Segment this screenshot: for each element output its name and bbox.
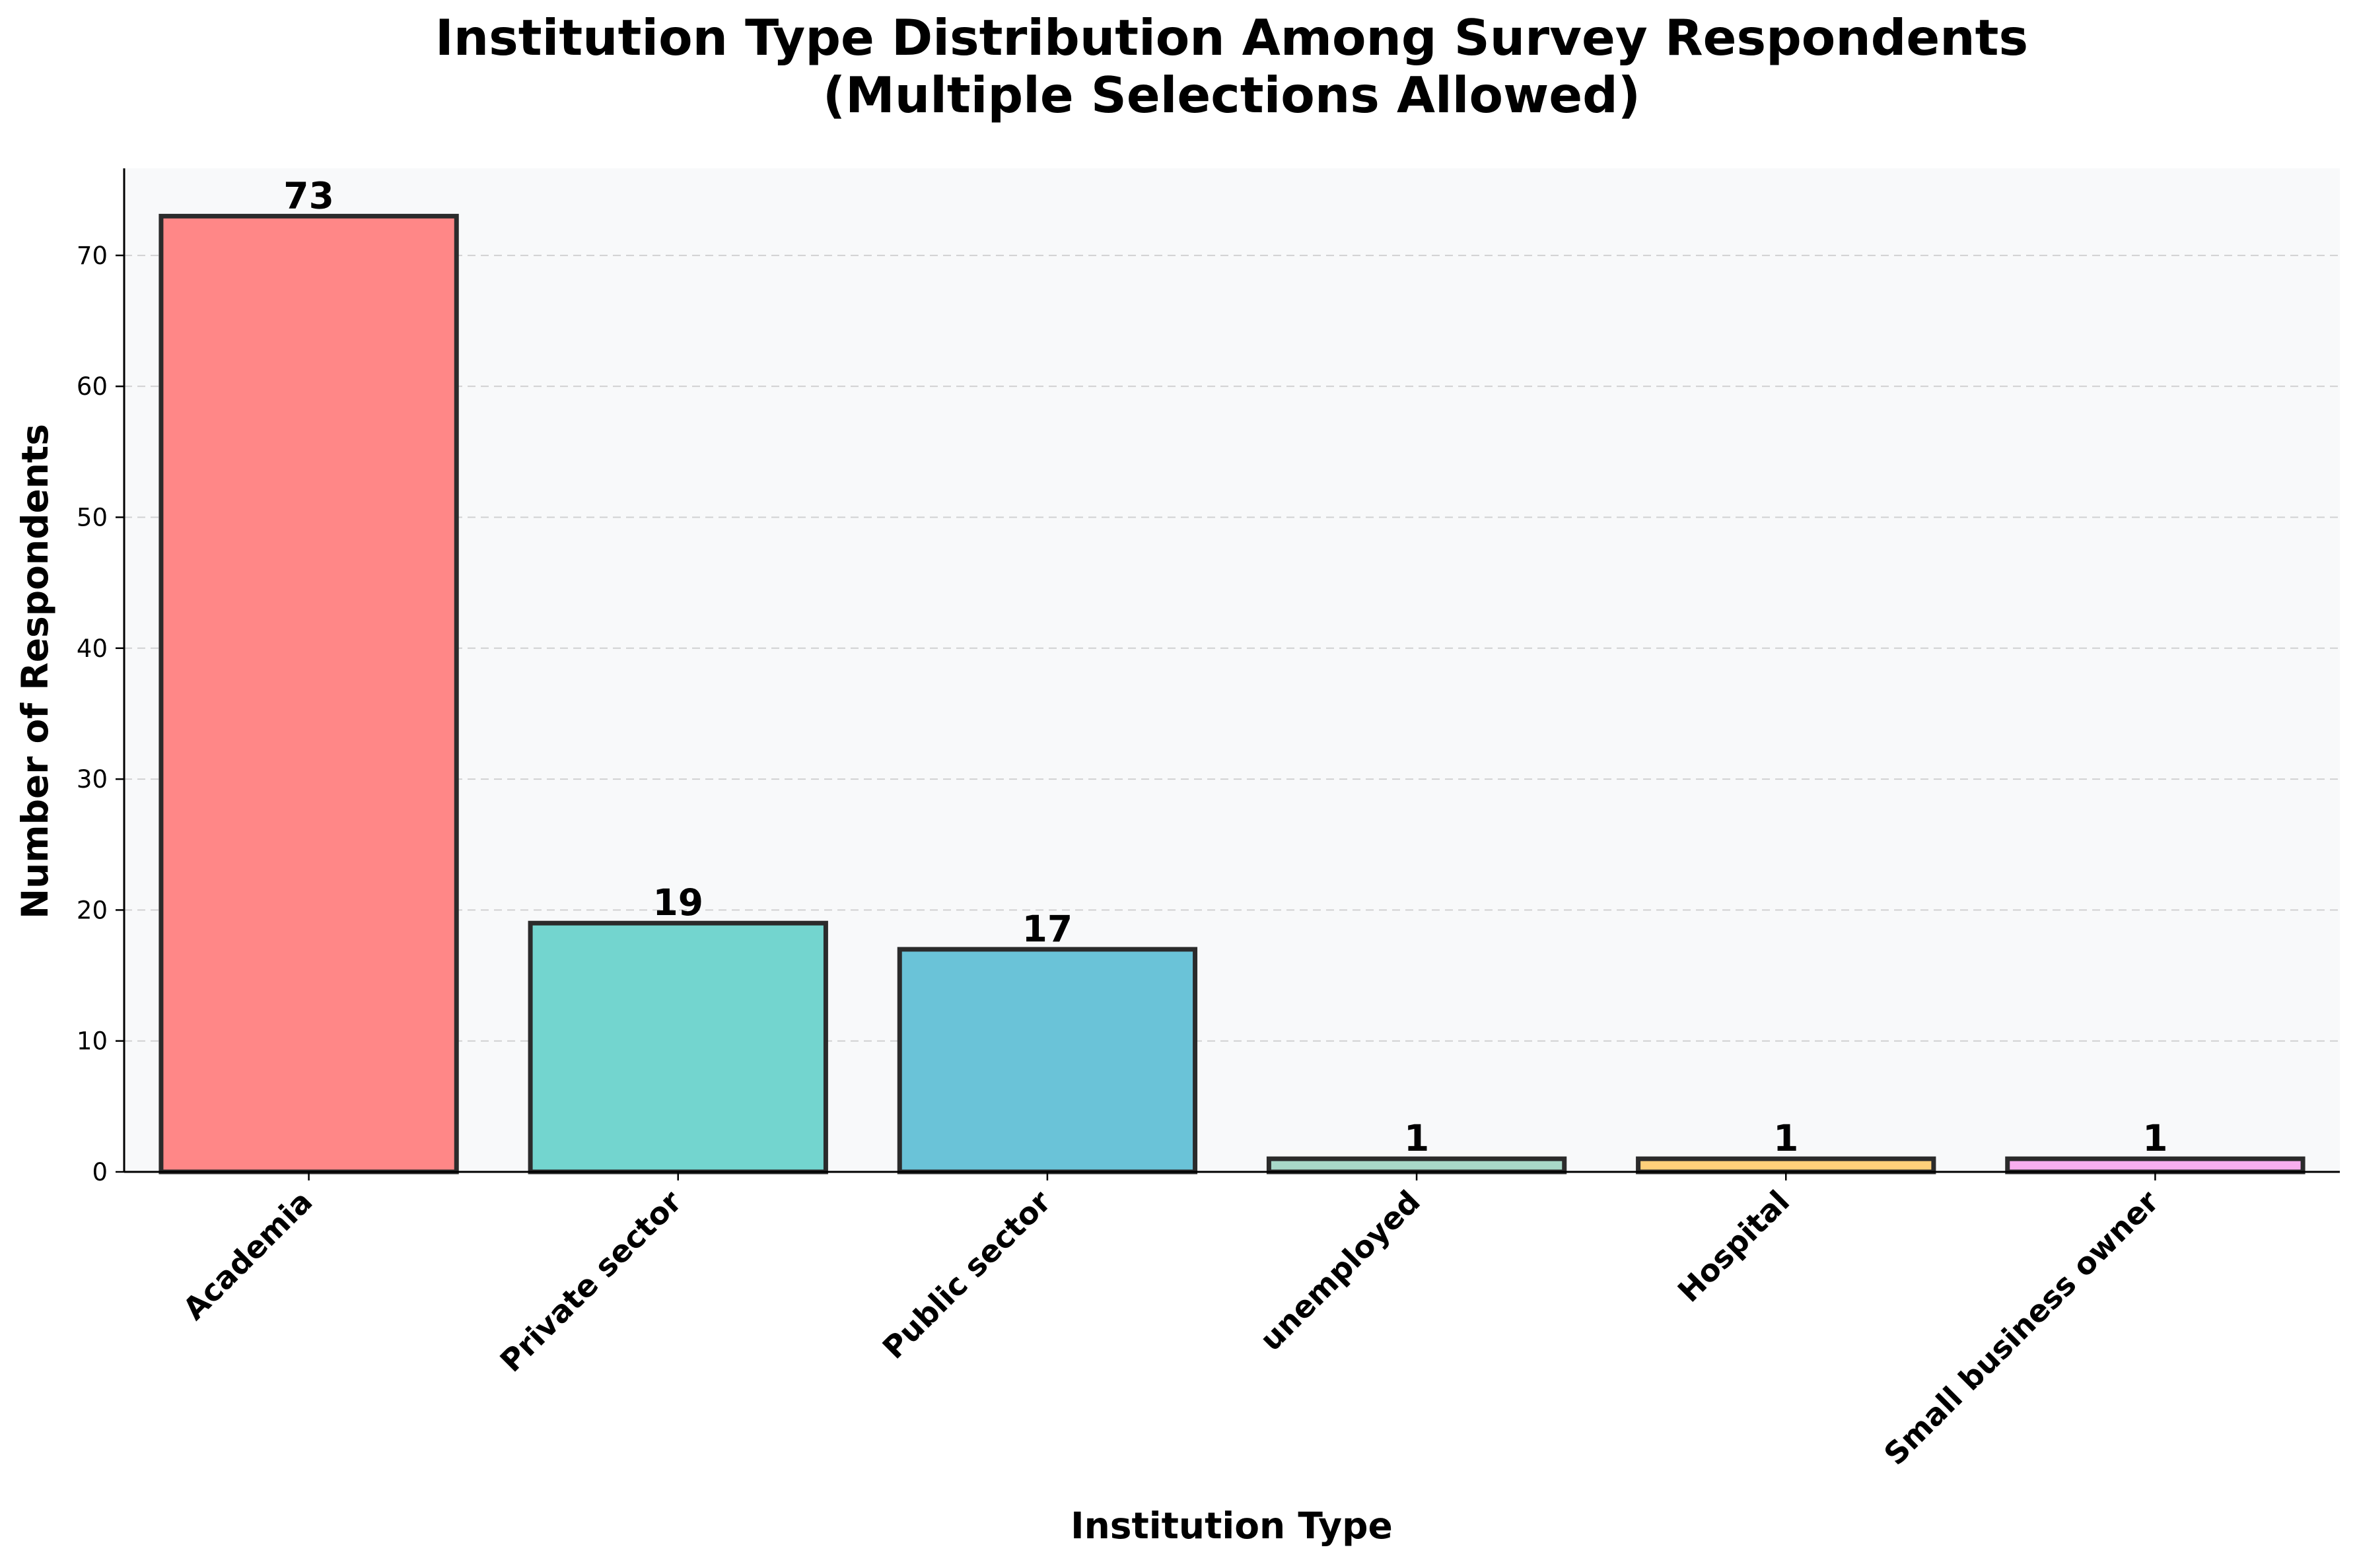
chart-title: Institution Type Distribution Among Surv…	[435, 9, 2028, 67]
x-tick-label: unemployed	[1253, 1184, 1427, 1358]
data-label: 73	[283, 174, 334, 217]
y-tick-label: 10	[77, 1027, 108, 1056]
data-labels: 73 19 17 1 1 1	[283, 174, 2167, 1159]
y-tick-label: 50	[77, 503, 108, 531]
data-label: 17	[1022, 908, 1073, 950]
data-label: 1	[2142, 1117, 2167, 1159]
bars	[158, 213, 2305, 1175]
axes	[123, 168, 2340, 1173]
x-tick-label: Hospital	[1671, 1184, 1796, 1309]
bar-public-sector	[897, 947, 1198, 1175]
x-tick-label: Academia	[176, 1184, 319, 1327]
data-label: 1	[1404, 1117, 1429, 1159]
x-tick-label: Small business owner	[1877, 1183, 2165, 1472]
data-label: 1	[1773, 1117, 1798, 1159]
x-axis-ticks: Academia Private sector Public sector unemp…	[176, 1172, 2165, 1472]
y-tick-label: 60	[77, 372, 108, 401]
bar-unemployed	[1266, 1156, 1567, 1175]
y-tick-label: 70	[77, 242, 108, 270]
y-tick-label: 0	[92, 1158, 108, 1186]
bar-small-business-owner	[2005, 1156, 2305, 1175]
x-axis-label: Institution Type	[1071, 1505, 1393, 1547]
y-tick-label: 30	[77, 765, 108, 794]
y-axis-ticks: 0 10 20 30 40 50 60 70	[77, 242, 124, 1186]
data-label: 19	[652, 881, 703, 924]
y-axis-label: Number of Respondents	[14, 424, 56, 919]
plot-area	[124, 168, 2340, 1172]
bar-hospital	[1636, 1156, 1936, 1175]
y-tick-label: 20	[77, 896, 108, 924]
x-tick-label: Private sector	[493, 1183, 689, 1379]
x-tick-label: Public sector	[876, 1183, 1058, 1365]
bar-academia	[158, 213, 459, 1175]
bar-private-sector	[528, 920, 828, 1175]
chart-subtitle: (Multiple Selections Allowed)	[823, 66, 1640, 124]
y-tick-label: 40	[77, 634, 108, 663]
